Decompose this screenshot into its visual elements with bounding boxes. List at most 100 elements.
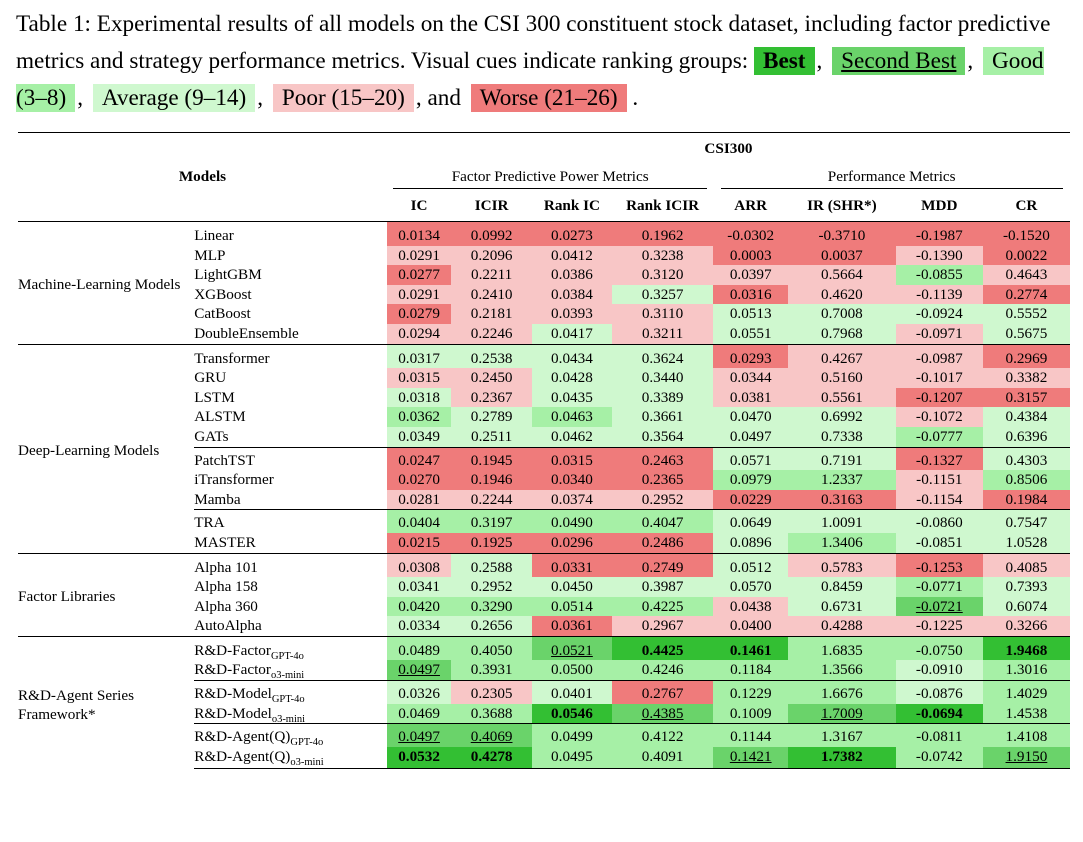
metric-cell: 0.0215 (386, 532, 452, 553)
metric-cell: 0.3440 (611, 368, 714, 388)
metric-cell: 0.0513 (713, 304, 788, 324)
model-name: GRU (194, 369, 227, 387)
metric-cell: 0.0521 (532, 635, 612, 661)
caption-separator: , (257, 85, 264, 111)
model-name: R&D-Modelo3-mini (194, 704, 306, 725)
metric-cell: 0.2246 (451, 323, 533, 345)
model-name: R&D-FactorGPT-4o (194, 635, 387, 662)
table-row: GRU 0.0315 0.2450 0.0428 0.3440 0.0344 0.5160-… (18, 368, 1070, 388)
metric-cell: 0.4050 (451, 635, 533, 661)
model-name: PatchTST (194, 446, 387, 471)
metric-cell: 0.4069 (451, 723, 533, 747)
metric-cell: 0.0438 (713, 596, 788, 617)
metric-cell: -0.0742 (895, 746, 983, 770)
metric-cell: 0.0992 (451, 220, 533, 246)
metric-cell: 0.4620 (788, 284, 896, 305)
table-row: MASTER 0.0215 0.1925 0.0296 0.2486 0.0896 1.34… (18, 532, 1070, 553)
metric-cell: 1.4108 (982, 723, 1070, 747)
model-name: iTransformer (194, 471, 274, 489)
metric-cell: 0.0334 (386, 616, 452, 637)
metric-cell: 0.0349 (386, 426, 452, 448)
metric-cell: 0.2656 (451, 616, 533, 637)
metric-cell: 0.3382 (982, 368, 1070, 388)
metric-cell: 0.4384 (982, 407, 1070, 427)
metric-cell: -0.0860 (895, 509, 983, 533)
metric-cell: -0.1017 (895, 368, 983, 388)
metric-cell: 0.4122 (611, 723, 714, 747)
metric-cell: 0.4288 (788, 616, 896, 637)
metric-cell: 0.0428 (532, 368, 612, 388)
metric-cell: 0.1184 (713, 660, 788, 681)
table-row: Deep-Learning Models Transformer 0.0317 0.2… (18, 343, 1070, 553)
metric-cell: 0.1946 (451, 470, 533, 490)
table-row: Mamba 0.0281 0.2244 0.0374 0.2952 0.0229 0.316… (18, 489, 1070, 510)
metric-cell: 0.4225 (611, 596, 714, 617)
table-row: iTransformer 0.0270 0.1946 0.0340 0.2365 0.09… (18, 470, 1070, 490)
metric-cell: 0.0393 (532, 304, 612, 324)
legend-badge-poor: Poor (15–20) (272, 84, 414, 112)
metric-cell: 0.0532 (386, 746, 452, 770)
metric-cell: 0.1984 (982, 489, 1070, 510)
caption-end: . (626, 85, 639, 111)
model-family-label: Factor Libraries (18, 552, 195, 637)
model-name: Alpha 101 (194, 552, 387, 578)
metric-cell: 0.0546 (532, 703, 612, 724)
metric-cell: 0.0512 (713, 552, 788, 578)
metric-cell: 1.4538 (982, 703, 1070, 724)
metric-cell: 0.1925 (451, 532, 533, 553)
metric-cell: 0.6396 (982, 426, 1070, 448)
results-table: Models CSI300 Factor Predictive Power Me… (18, 132, 1070, 770)
metric-cell: 0.0400 (713, 616, 788, 637)
metric-cell: 0.7008 (788, 304, 896, 324)
legend-badge-second: Second Best (832, 47, 966, 75)
metric-cell: 0.2538 (451, 343, 533, 369)
metric-cell: 0.0551 (713, 323, 788, 345)
metric-cell: 0.0417 (532, 323, 612, 345)
model-family-label: Machine-Learning Models (18, 221, 195, 345)
metric-cell: -0.1327 (895, 446, 983, 471)
metric-cell: 0.1962 (611, 220, 714, 246)
table-row: TRA 0.0404 0.3197 0.0490 0.4047 0.0649 1.0091-… (18, 509, 1070, 533)
metric-cell: -0.0987 (895, 343, 983, 369)
metric-cell: 0.0401 (532, 680, 612, 704)
metric-cell: 0.0435 (532, 387, 612, 408)
metric-cell: 0.0469 (386, 703, 452, 724)
metric-cell: 0.0296 (532, 532, 612, 553)
metric-cell: 0.4085 (982, 552, 1070, 578)
metric-cell: 0.0489 (386, 635, 452, 661)
legend-badge-best: Best (754, 47, 815, 75)
metric-cell: 0.2410 (451, 284, 533, 305)
metric-cell: 0.3624 (611, 343, 714, 369)
metric-cell: 0.1461 (713, 635, 788, 661)
metric-cell: -0.1154 (895, 489, 983, 510)
metric-cell: 0.0318 (386, 387, 452, 408)
metric-cell: 0.0490 (532, 509, 612, 533)
table-row: MLP 0.0291 0.2096 0.0412 0.3238 0.0003 0.0037-… (18, 245, 1070, 266)
legend-badge-avg: Average (9–14) (92, 84, 256, 112)
header-performance-metrics: Performance Metrics (713, 165, 1070, 191)
column-header: ARR (713, 191, 788, 222)
table-row: ALSTM 0.0362 0.2789 0.0463 0.3661 0.0470 0.699… (18, 407, 1070, 427)
metric-cell: -0.1253 (895, 552, 983, 578)
metric-cell: 0.0497 (713, 426, 788, 448)
metric-cell: 1.7009 (788, 703, 896, 724)
metric-cell: 0.4267 (788, 343, 896, 369)
metric-cell: 0.2967 (611, 616, 714, 637)
metric-cell: 0.2463 (611, 446, 714, 471)
caption-separator: , and (415, 85, 461, 111)
table-row: LSTM 0.0318 0.2367 0.0435 0.3389 0.0381 0.5561… (18, 387, 1070, 408)
metric-cell: 1.6676 (788, 680, 896, 704)
metric-cell: 0.0291 (386, 284, 452, 305)
model-family-label: Deep-Learning Models (18, 343, 195, 553)
metric-cell: 0.0497 (386, 723, 452, 747)
metric-cell: 0.0003 (713, 245, 788, 266)
metric-cell: 0.0315 (386, 368, 452, 388)
metric-cell: 0.3266 (982, 616, 1070, 637)
metric-cell: 0.0979 (713, 470, 788, 490)
metric-cell: 0.3238 (611, 245, 714, 266)
metric-cell: 0.0247 (386, 446, 452, 471)
column-header: Rank ICIR (611, 191, 714, 222)
model-name: Transformer (194, 343, 387, 369)
metric-cell: 0.0499 (532, 723, 612, 747)
metric-cell: 0.2244 (451, 489, 533, 510)
